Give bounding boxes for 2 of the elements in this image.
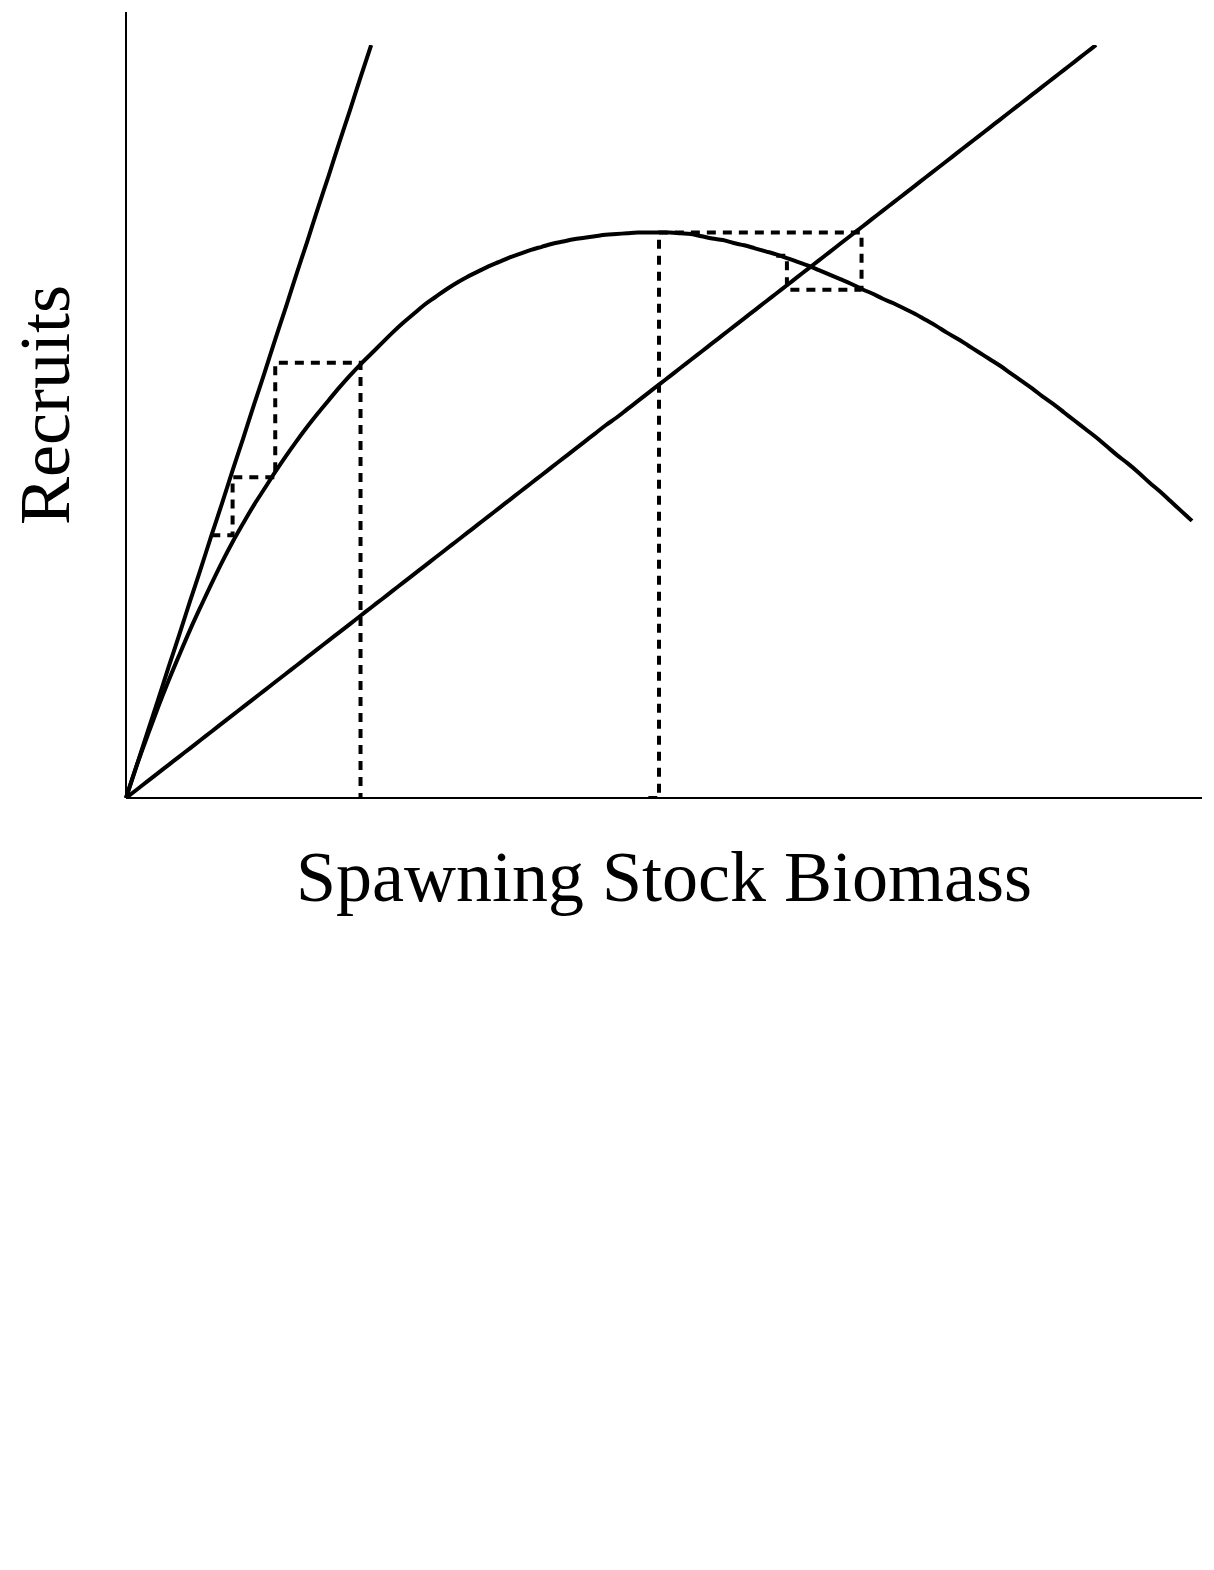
x-axis-title: Spawning Stock Biomass <box>295 837 1033 917</box>
y-axis-title: Recruits <box>5 285 85 525</box>
